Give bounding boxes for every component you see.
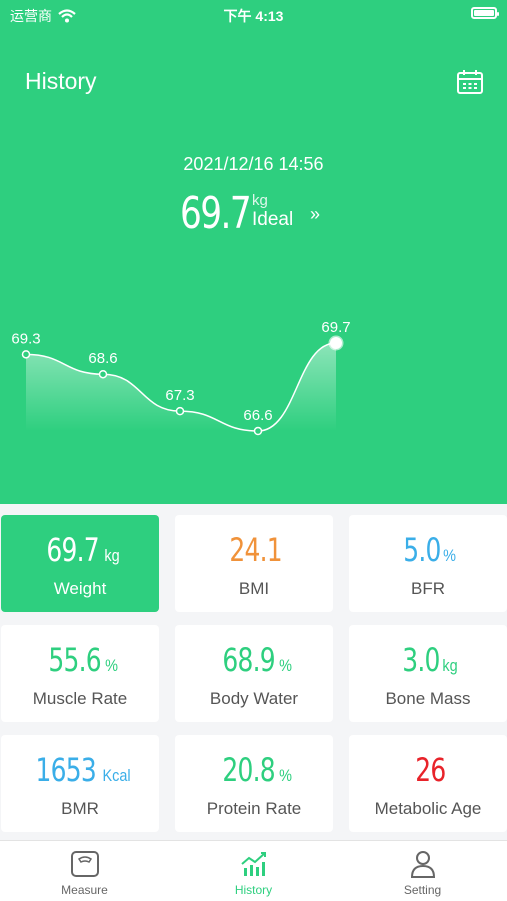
- metric-unit: kg: [103, 546, 120, 565]
- metric-value: 68.9: [222, 641, 275, 679]
- metric-value: 24.1: [229, 531, 283, 569]
- status-bar: 运营商 下午 4:13: [0, 0, 507, 28]
- metric-label: Protein Rate: [206, 799, 302, 818]
- current-weight[interactable]: 69.7 kg Ideal: [180, 188, 293, 239]
- metric-card[interactable]: 1653 Kcal BMR: [1, 735, 159, 832]
- metric-value: 3.0: [402, 641, 440, 679]
- chart-point-label: 69.3: [11, 330, 40, 347]
- metric-value-group: 55.6%: [41, 641, 119, 681]
- status-time: 下午 4:13: [223, 8, 284, 24]
- chart-area: [26, 343, 336, 431]
- tab-bar: Measure History Setting: [0, 840, 507, 901]
- chart-point[interactable]: [98, 369, 108, 379]
- chevron-right-icon[interactable]: »: [310, 204, 321, 224]
- metric-unit: %: [279, 656, 293, 675]
- metric-value-group: 69.7 kg: [39, 531, 120, 571]
- metric-label: Muscle Rate: [32, 689, 128, 708]
- metric-card[interactable]: 26 Metabolic Age: [349, 735, 507, 832]
- carrier-label: 运营商: [10, 8, 52, 24]
- chart-point[interactable]: [175, 406, 185, 416]
- tab-history[interactable]: History: [169, 841, 338, 901]
- battery-icon: [471, 7, 499, 19]
- metric-value-group: 20.8%: [215, 751, 293, 791]
- page-title: History: [25, 68, 97, 94]
- history-chart[interactable]: 69.3 68.6 67.3 66.6 69.7: [0, 300, 507, 460]
- metric-unit: kg: [442, 656, 458, 675]
- metric-label: Body Water: [209, 689, 299, 708]
- metric-card[interactable]: 55.6% Muscle Rate: [1, 625, 159, 722]
- metric-value: 5.0: [403, 531, 442, 569]
- tab-measure[interactable]: Measure: [0, 841, 169, 901]
- metric-value-group: 26: [411, 751, 446, 791]
- metric-card[interactable]: 69.7 kg Weight: [1, 515, 159, 612]
- metric-value: 26: [414, 751, 446, 789]
- wifi-icon: [58, 9, 76, 23]
- chart-point[interactable]: [328, 335, 344, 351]
- metric-value: 20.8: [222, 751, 275, 789]
- tab-label: History: [234, 883, 273, 897]
- metric-unit: Kcal: [102, 766, 131, 785]
- metric-unit: %: [279, 766, 293, 785]
- metric-label: Weight: [53, 579, 107, 598]
- metric-value-group: 68.9%: [215, 641, 293, 681]
- history-header-panel: 运营商 下午 4:13 History 2021/12/16 14:56 69.…: [0, 0, 507, 504]
- tab-setting[interactable]: Setting: [338, 841, 507, 901]
- metric-label: Metabolic Age: [374, 799, 482, 818]
- chart-point-label: 68.6: [88, 350, 117, 367]
- chart-point-label: 66.6: [243, 407, 272, 424]
- tab-label: Measure: [61, 883, 108, 897]
- metric-label: BFR: [411, 579, 445, 598]
- metric-value: 1653: [35, 751, 96, 789]
- metric-card[interactable]: 5.0% BFR: [349, 515, 507, 612]
- calendar-icon[interactable]: [455, 68, 485, 96]
- metric-label: BMR: [61, 799, 99, 818]
- person-icon: [410, 851, 435, 878]
- chart-point[interactable]: [21, 350, 31, 359]
- metric-value-group: 1653 Kcal: [27, 751, 134, 791]
- metric-label: BMI: [238, 579, 270, 598]
- metric-value-group: 5.0%: [398, 531, 457, 571]
- weight-meta: kg Ideal: [252, 192, 293, 231]
- weight-unit: kg: [251, 192, 268, 209]
- metric-card[interactable]: 20.8% Protein Rate: [175, 735, 333, 832]
- chart-icon: [240, 852, 266, 876]
- metric-card[interactable]: 3.0 kg Bone Mass: [349, 625, 507, 722]
- weight-value: 69.7: [180, 188, 252, 239]
- chart-point-label: 67.3: [165, 387, 194, 404]
- tab-label: Setting: [403, 883, 442, 897]
- metric-value: 55.6: [48, 641, 101, 679]
- metric-card[interactable]: 24.1 BMI: [175, 515, 333, 612]
- metric-card[interactable]: 68.9% Body Water: [175, 625, 333, 722]
- metric-unit: %: [443, 546, 457, 565]
- chart-point-label: 69.7: [321, 319, 350, 336]
- metric-unit: %: [105, 656, 119, 675]
- metric-value-group: 3.0 kg: [397, 641, 459, 681]
- metric-value-group: 24.1: [222, 531, 285, 571]
- metric-value: 69.7: [46, 531, 100, 569]
- weight-status: Ideal: [251, 209, 294, 230]
- scale-icon: [70, 851, 99, 877]
- chart-point[interactable]: [253, 426, 263, 436]
- metric-label: Bone Mass: [385, 689, 471, 708]
- measurement-datetime: 2021/12/16 14:56: [183, 154, 324, 174]
- carrier-group: 运营商: [10, 6, 76, 26]
